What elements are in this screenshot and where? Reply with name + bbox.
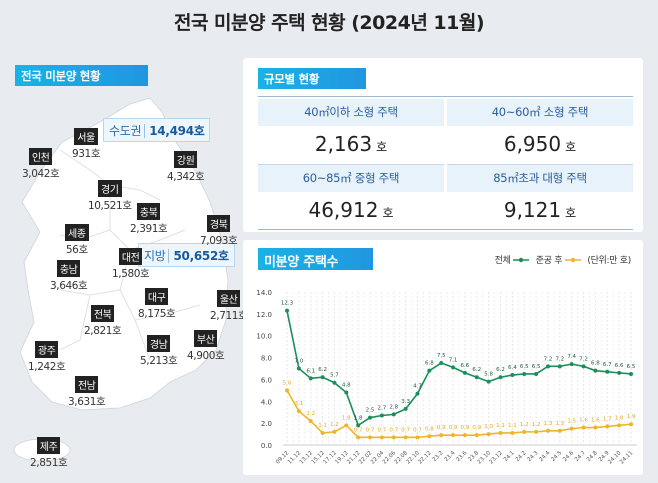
page-title: 전국 미분양 주택 현황 (2024년 11월) — [173, 12, 485, 34]
chart-panel: 미분양 주택수 전체 준공 후 (단위:만 호) — [243, 240, 643, 475]
local-label: 지방 — [144, 249, 166, 263]
region-value: 10,521호 — [88, 200, 132, 212]
size-cell-medium: 60~85㎡ 중형 주택 46,912 호 — [258, 164, 444, 229]
legend-total-marker — [513, 257, 530, 263]
region-value: 8,175호 — [138, 308, 176, 320]
metro-value: 14,494호 — [144, 124, 205, 138]
local-summary: 지방 50,652호 — [138, 243, 235, 267]
region-name: 광주 — [34, 341, 59, 358]
cell-value: 2,163 — [314, 132, 373, 156]
region-value: 3,631호 — [68, 396, 106, 408]
region-8: 충남 3,646호 — [50, 260, 88, 293]
size-cell-small-40: 40㎡이하 소형 주택 2,163 호 — [258, 99, 444, 163]
cell-unit: 호 — [565, 206, 577, 220]
region-name: 울산 — [216, 290, 241, 307]
region-value: 56호 — [65, 244, 88, 256]
region-name: 부산 — [193, 330, 218, 347]
region-name: 경북 — [206, 215, 231, 232]
region-name: 강원 — [173, 151, 198, 168]
region-name: 충남 — [56, 260, 81, 277]
size-grid: 40㎡이하 소형 주택 2,163 호 40~60㎡ 소형 주택 6,950 호 60~… — [258, 96, 633, 230]
region-value: 4,900호 — [187, 350, 225, 362]
local-value: 50,652호 — [168, 249, 229, 263]
region-name: 대구 — [144, 288, 169, 305]
region-name: 경기 — [98, 180, 122, 197]
chart-panel-tag: 미분양 주택수 — [258, 248, 373, 270]
region-value: 2,391호 — [130, 223, 168, 235]
region-15: 전남 3,631호 — [68, 376, 106, 409]
size-cell-small-40-60: 40~60㎡ 소형 주택 6,950 호 — [447, 99, 633, 163]
region-value: 7,093호 — [200, 235, 238, 247]
legend-completed-label: 준공 후 — [535, 256, 563, 266]
cell-label: 40~60㎡ 소형 주택 — [447, 99, 633, 126]
cell-unit: 호 — [565, 140, 577, 154]
region-name: 전남 — [74, 376, 99, 393]
size-panel: 규모별 현황 40㎡이하 소형 주택 2,163 호 40~60㎡ 소형 주택 6,9… — [243, 58, 643, 232]
cell-unit: 호 — [376, 140, 388, 154]
region-3: 경기 10,521호 — [88, 180, 132, 213]
region-value: 4,342호 — [167, 171, 205, 183]
region-name: 세종 — [65, 224, 89, 241]
region-9: 대구 8,175호 — [138, 288, 176, 321]
legend-total-label: 전체 — [494, 256, 511, 266]
cell-label: 40㎡이하 소형 주택 — [258, 99, 444, 126]
region-1: 인천 3,042호 — [22, 148, 60, 181]
unit-label: (단위:만 호) — [587, 256, 631, 266]
region-value: 1,242호 — [28, 361, 66, 373]
region-value: 5,213호 — [140, 355, 178, 367]
region-name: 대전 — [118, 248, 143, 265]
region-name: 전북 — [90, 305, 115, 322]
grid-bottom-line — [258, 229, 633, 230]
region-5: 경북 7,093호 — [200, 215, 238, 248]
region-value: 2,711호 — [210, 310, 248, 322]
region-name: 인천 — [28, 148, 53, 165]
region-16: 제주 2,851호 — [30, 437, 68, 470]
map-panel-tag: 전국 미분양 현황 — [15, 65, 148, 86]
cell-value: 46,912 — [308, 198, 379, 222]
metro-summary: 수도권 14,494호 — [103, 118, 211, 142]
cell-unit: 호 — [382, 206, 394, 220]
size-panel-tag: 규모별 현황 — [258, 68, 366, 89]
region-name: 제주 — [36, 437, 61, 454]
region-name: 경남 — [146, 335, 171, 352]
region-6: 세종 56호 — [65, 224, 89, 257]
region-13: 부산 4,900호 — [187, 330, 225, 363]
cell-label: 60~85㎡ 중형 주택 — [258, 165, 444, 192]
legend-completed-marker — [564, 257, 581, 263]
region-name: 서울 — [74, 128, 98, 145]
cell-value: 6,950 — [503, 132, 562, 156]
region-value: 931호 — [72, 148, 101, 160]
metro-label: 수도권 — [109, 124, 142, 138]
region-2: 강원 4,342호 — [167, 151, 205, 184]
region-value: 2,821호 — [84, 325, 122, 337]
region-value: 3,646호 — [50, 280, 88, 292]
cell-value: 9,121 — [503, 198, 562, 222]
region-value: 2,851호 — [30, 457, 68, 469]
region-name: 충북 — [136, 203, 161, 220]
region-7: 대전 1,580호 — [112, 248, 150, 281]
region-value: 1,580호 — [112, 268, 150, 280]
region-value: 3,042호 — [22, 168, 60, 180]
region-12: 경남 5,213호 — [140, 335, 178, 368]
cell-label: 85㎡초과 대형 주택 — [447, 165, 633, 192]
region-11: 전북 2,821호 — [84, 305, 122, 338]
region-4: 충북 2,391호 — [130, 203, 168, 236]
size-cell-large: 85㎡초과 대형 주택 9,121 호 — [447, 164, 633, 229]
chart-legend: 전체 준공 후 (단위:만 호) — [491, 253, 632, 266]
region-14: 광주 1,242호 — [28, 341, 66, 374]
region-0: 서울 931호 — [72, 128, 101, 161]
region-10: 울산 2,711호 — [210, 290, 248, 323]
